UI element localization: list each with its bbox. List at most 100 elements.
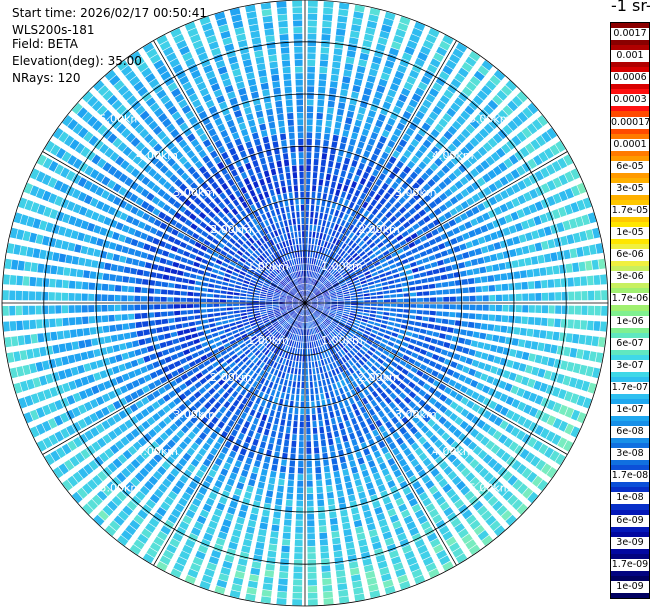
beta-gate	[436, 311, 443, 316]
beta-gate	[32, 377, 41, 388]
beta-gate	[465, 124, 476, 134]
beta-gate	[128, 313, 135, 320]
beta-gate	[321, 558, 330, 566]
beta-gate	[312, 172, 318, 179]
beta-gate	[300, 414, 304, 421]
beta-gate	[324, 126, 331, 134]
beta-gate	[223, 401, 231, 409]
beta-gate	[428, 201, 437, 209]
beta-gate	[217, 474, 226, 483]
beta-gate	[375, 43, 386, 52]
beta-gate	[311, 299, 318, 302]
beta-gate	[211, 416, 219, 425]
beta-gate	[390, 308, 397, 312]
beta-gate	[317, 239, 322, 246]
beta-gate	[270, 389, 276, 397]
beta-gate	[146, 235, 154, 243]
beta-gate	[361, 283, 368, 288]
beta-gate	[257, 334, 264, 340]
beta-gate	[189, 213, 197, 221]
beta-gate	[282, 406, 288, 413]
beta-gate	[129, 181, 139, 191]
beta-gate	[235, 385, 243, 393]
beta-gate	[157, 397, 166, 406]
beta-gate	[421, 278, 428, 284]
beta-gate	[322, 233, 327, 241]
beta-gate	[314, 280, 318, 286]
beta-gate	[233, 333, 241, 338]
beta-gate	[129, 403, 139, 413]
beta-gate	[325, 263, 330, 270]
beta-gate	[417, 219, 426, 227]
beta-gate	[581, 380, 590, 392]
beta-gate	[338, 366, 344, 373]
beta-gate	[162, 192, 171, 201]
beta-gate	[370, 399, 378, 407]
beta-gate	[505, 409, 515, 420]
beta-gate	[97, 470, 108, 482]
beta-gate	[236, 230, 243, 238]
beta-gate	[209, 191, 217, 200]
beta-gate	[352, 17, 363, 26]
beta-gate	[376, 85, 386, 94]
beta-gate	[267, 443, 274, 451]
beta-gate	[203, 426, 211, 435]
beta-gate	[208, 318, 215, 323]
beta-gate	[219, 192, 227, 200]
beta-gate	[93, 514, 105, 526]
beta-gate	[296, 321, 299, 328]
beta-gate	[282, 321, 288, 327]
beta-gate	[356, 258, 363, 264]
beta-gate	[236, 250, 244, 256]
beta-gate	[16, 320, 23, 331]
beta-gate	[482, 142, 493, 152]
beta-gate	[344, 296, 351, 299]
beta-gate	[183, 469, 193, 479]
beta-gate	[107, 390, 117, 400]
beta-gate	[432, 490, 443, 501]
beta-gate	[61, 356, 69, 366]
beta-gate	[419, 364, 428, 371]
beta-gate	[109, 378, 118, 387]
beta-gate	[339, 142, 346, 150]
beta-gate	[211, 268, 219, 274]
beta-gate	[74, 378, 83, 388]
beta-gate	[407, 344, 415, 350]
beta-gate	[99, 347, 108, 356]
beta-gate	[534, 395, 544, 405]
beta-gate	[563, 154, 574, 166]
beta-gate	[227, 311, 234, 315]
beta-gate	[449, 542, 461, 552]
beta-gate	[124, 236, 133, 245]
beta-gate	[392, 76, 402, 86]
beta-gate	[219, 370, 226, 377]
beta-gate	[414, 538, 425, 549]
beta-gate	[407, 411, 416, 419]
beta-gate	[389, 383, 397, 391]
beta-gate	[388, 442, 397, 450]
beta-gate	[307, 264, 309, 271]
beta-gate	[319, 316, 324, 321]
beta-gate	[353, 265, 360, 271]
beta-gate	[44, 453, 55, 466]
beta-gate	[305, 290, 307, 297]
beta-gate	[233, 296, 240, 299]
beta-gate	[323, 310, 329, 314]
beta-gate	[189, 405, 197, 414]
beta-gate	[272, 298, 279, 300]
beta-gate	[323, 329, 328, 336]
beta-gate	[394, 211, 402, 219]
beta-gate	[432, 105, 443, 116]
beta-gate	[418, 144, 428, 154]
beta-gate	[279, 364, 284, 372]
beta-gate	[118, 199, 128, 209]
beta-gate	[58, 370, 67, 380]
beta-gate	[203, 382, 212, 390]
beta-gate	[471, 359, 480, 368]
beta-gate	[353, 204, 360, 212]
beta-gate	[300, 309, 303, 315]
beta-gate	[402, 110, 412, 120]
beta-gate	[326, 350, 332, 357]
beta-gate	[417, 81, 428, 91]
